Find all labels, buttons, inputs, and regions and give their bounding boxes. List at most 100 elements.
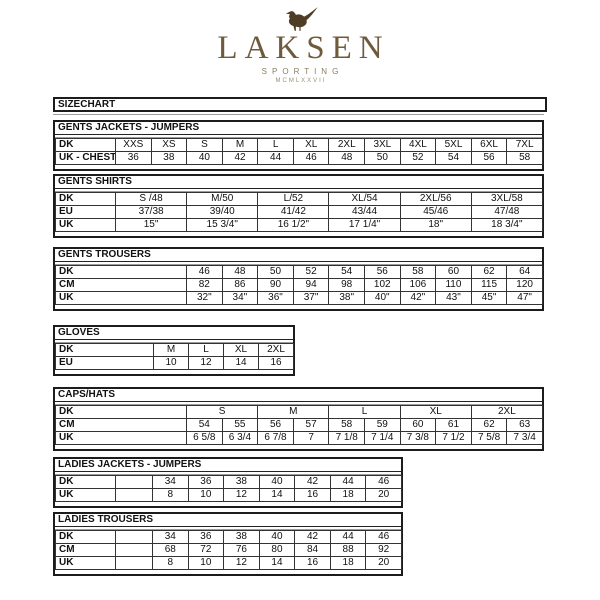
size-cell [115,488,153,502]
size-cell: 2XL [470,405,543,419]
title-underline [53,114,544,115]
size-cell: 16 [294,488,331,502]
row-label: DK [55,475,116,489]
row-label: UK [55,218,116,232]
size-cell: XL/54 [328,192,401,206]
row-label: UK [55,431,187,445]
row-label: DK [55,192,116,206]
row-label: CM [55,418,187,432]
size-cell: XS [150,138,188,152]
table-row: CM 82 86 90 94 98 102 106 110 115 120 [55,278,543,292]
table-title-separator [55,472,401,475]
table-title-separator [55,340,293,343]
size-cell: 106 [399,278,437,292]
size-cell: 2XL/56 [399,192,472,206]
size-cell: XXS [115,138,152,152]
size-cell: 60 [435,265,472,279]
table-row: EU 10 12 14 16 [55,356,294,370]
table-title-gents-jackets-jumpers: GENTS JACKETS - JUMPERS [55,122,542,135]
size-cell: 16 [258,356,294,370]
size-cell: 17 1/4" [328,218,401,232]
size-cell: 8 [152,488,189,502]
table-title-ladies-trousers: LADIES TROUSERS [55,514,401,527]
size-cell: 41/42 [257,205,330,219]
size-cell: M/50 [186,192,259,206]
row-label: EU [55,205,116,219]
row-label: CM [55,543,116,557]
table-row: DK 46 48 50 52 54 56 58 60 62 64 [55,265,543,279]
size-cell: 3XL/58 [470,192,543,206]
size-cell: 68 [152,543,189,557]
size-cell: 82 [186,278,223,292]
table-row: DK S /48 M/50 L/52 XL/54 2XL/56 3XL/58 [55,192,543,206]
table-row: DK S M L XL 2XL [55,405,543,419]
size-cell: L [257,138,294,152]
size-cell: 110 [435,278,472,292]
size-cell: 2XL [328,138,366,152]
row-label: CM [55,278,187,292]
size-cell: 76 [223,543,260,557]
size-cell: S [185,405,259,419]
size-cell: 42" [399,291,437,305]
size-cell: XL [292,138,330,152]
table-row: DK M L XL 2XL [55,343,294,357]
table-row: UK 8 10 12 14 16 18 20 [55,488,402,502]
size-cell: 57 [292,418,330,432]
size-cell: 54 [435,151,472,165]
size-table-gloves: GLOVES DK M L XL 2XL EU 10 12 14 16 [53,325,295,376]
size-cell: 46 [365,475,402,489]
size-table-caps-hats: CAPS/HATS DK S M L XL 2XL CM 54 55 56 57 58 59 60 61 62 6… [53,387,544,451]
size-cell [115,475,153,489]
size-cell: 50 [364,151,401,165]
size-cell: 18 3/4" [470,218,543,232]
size-cell: 15" [114,218,188,232]
table-row: DK XXS XS S M L XL 2XL 3XL 4XL 5XL 6XL 7XL [55,138,543,152]
size-cell: 36 [115,151,152,165]
size-cell: 38 [223,475,260,489]
size-cell: M [153,343,189,357]
size-cell: 58 [506,151,543,165]
table-row: DK 34 36 38 40 42 44 46 [55,475,402,489]
size-cell: XL [399,405,472,419]
size-cell: 12 [188,356,224,370]
size-cell: 42 [294,475,331,489]
table-title-gents-shirts: GENTS SHIRTS [55,176,543,189]
page-title: SIZECHART [53,97,547,112]
size-cell: 4XL [399,138,437,152]
table-row: EU 37/38 39/40 41/42 43/44 45/46 47/48 [55,205,543,219]
size-cell: 88 [329,543,367,557]
size-cell: 16 [294,556,331,570]
row-label: UK [55,291,187,305]
size-cell: 34 [152,475,189,489]
size-cell: 10 [187,556,225,570]
size-cell: 48 [221,265,259,279]
size-cell: 7 3/4 [506,431,543,445]
size-cell: 56 [257,418,294,432]
size-cell: 42 [221,151,259,165]
size-cell: 61 [435,418,472,432]
size-cell: 6 3/4 [221,431,259,445]
brand-tagline: SPORTING [261,67,344,76]
size-cell: 44 [329,530,367,544]
row-label: EU [55,356,154,370]
table-row: UK 6 5/8 6 3/4 6 7/8 7 7 1/8 7 1/4 7 3/8 7 1/2 7 … [55,431,543,445]
row-label: UK - CHEST [55,151,116,165]
size-cell: 48 [328,151,366,165]
size-cell [115,530,153,544]
size-cell: 56 [470,151,508,165]
size-cell: 20 [365,488,402,502]
size-cell: 6 5/8 [186,431,223,445]
size-cell: 2XL [258,343,294,357]
size-cell: 90 [257,278,294,292]
size-cell: 47" [506,291,543,305]
size-cell: 40 [258,475,296,489]
size-cell: 64 [506,265,543,279]
size-cell: 44 [329,475,367,489]
size-cell: 10 [187,488,225,502]
size-cell: 6XL [470,138,508,152]
size-cell: 94 [292,278,330,292]
size-cell: 12 [223,488,260,502]
size-cell: 54 [186,418,223,432]
size-table-ladies-trousers: LADIES TROUSERS DK 34 36 38 40 42 44 46 CM 68 72 76 8… [53,512,403,576]
size-cell: 39/40 [186,205,259,219]
